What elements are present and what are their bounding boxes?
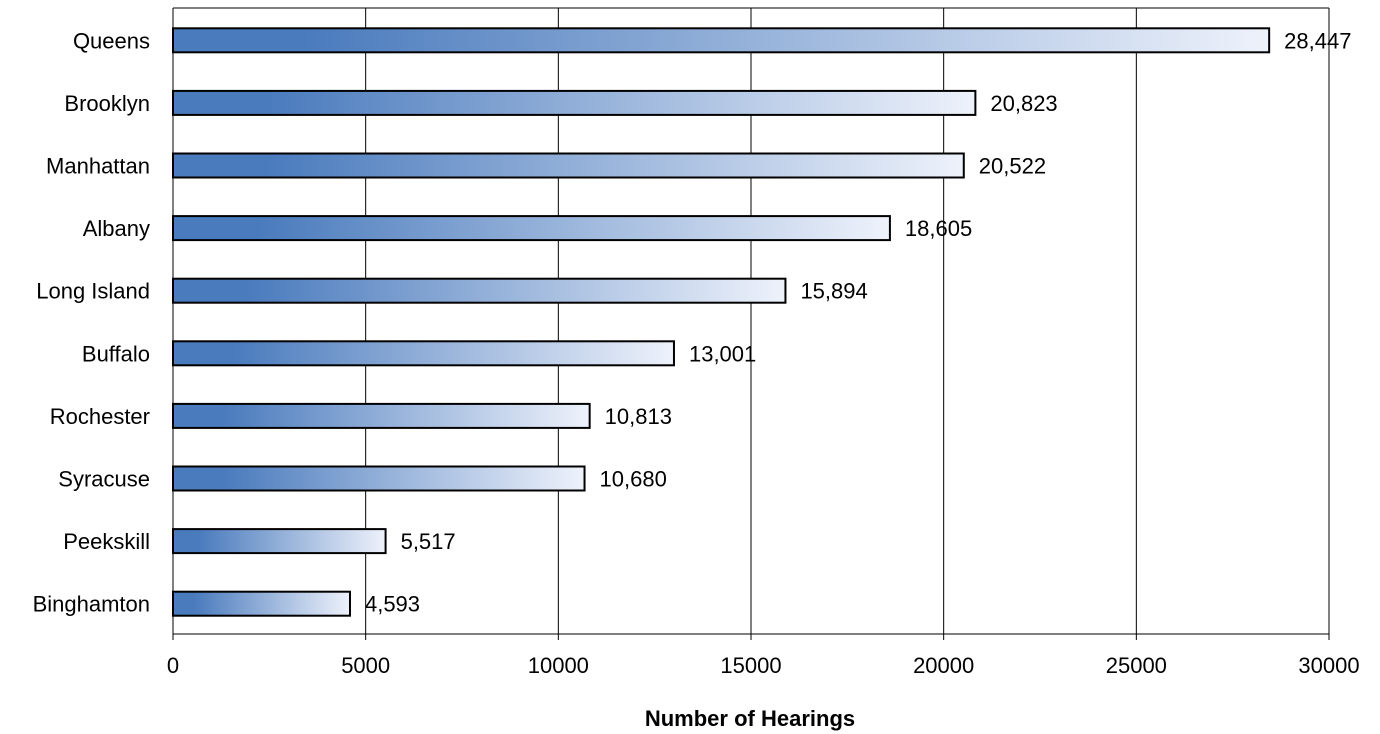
x-tick-label: 10000 — [528, 653, 589, 678]
category-label: Albany — [83, 216, 150, 241]
bar-rochester — [172, 402, 591, 429]
value-label: 5,517 — [401, 529, 456, 554]
category-label: Brooklyn — [64, 91, 150, 116]
value-label: 15,894 — [800, 279, 867, 304]
value-label: 18,605 — [905, 216, 972, 241]
bars — [172, 27, 1271, 617]
bar-manhattan — [172, 152, 965, 179]
value-label: 20,823 — [990, 91, 1057, 116]
category-label: Long Island — [36, 279, 150, 304]
bar-binghamton — [172, 590, 351, 617]
category-label: Peekskill — [63, 529, 150, 554]
value-label: 28,447 — [1284, 28, 1351, 53]
x-tick-label: 15000 — [720, 653, 781, 678]
bar-long-island — [172, 277, 787, 304]
category-label: Manhattan — [46, 154, 150, 179]
value-label: 4,593 — [365, 592, 420, 617]
bar-buffalo — [172, 340, 675, 367]
category-label: Binghamton — [33, 592, 150, 617]
category-label: Rochester — [50, 404, 150, 429]
value-label: 13,001 — [689, 341, 756, 366]
bar-brooklyn — [172, 89, 977, 116]
category-label: Syracuse — [58, 467, 150, 492]
category-label: Buffalo — [82, 341, 150, 366]
x-tick-label: 20000 — [913, 653, 974, 678]
x-axis-title: Number of Hearings — [645, 706, 855, 731]
labels: 0 5000 10000 15000 20000 25000 30000 Queens 28,4… — [33, 28, 1360, 678]
category-label: Queens — [73, 28, 150, 53]
value-label: 10,813 — [605, 404, 672, 429]
value-label: 20,522 — [979, 154, 1046, 179]
x-tick-label: 5000 — [341, 653, 390, 678]
bar-syracuse — [172, 465, 586, 492]
x-tick-label: 30000 — [1298, 653, 1359, 678]
bar-peekskill — [172, 528, 387, 555]
x-tick-label: 25000 — [1106, 653, 1167, 678]
value-label: 10,680 — [600, 467, 667, 492]
x-tick-label: 0 — [167, 653, 179, 678]
bar-queens — [172, 27, 1271, 54]
bar-albany — [172, 215, 891, 242]
